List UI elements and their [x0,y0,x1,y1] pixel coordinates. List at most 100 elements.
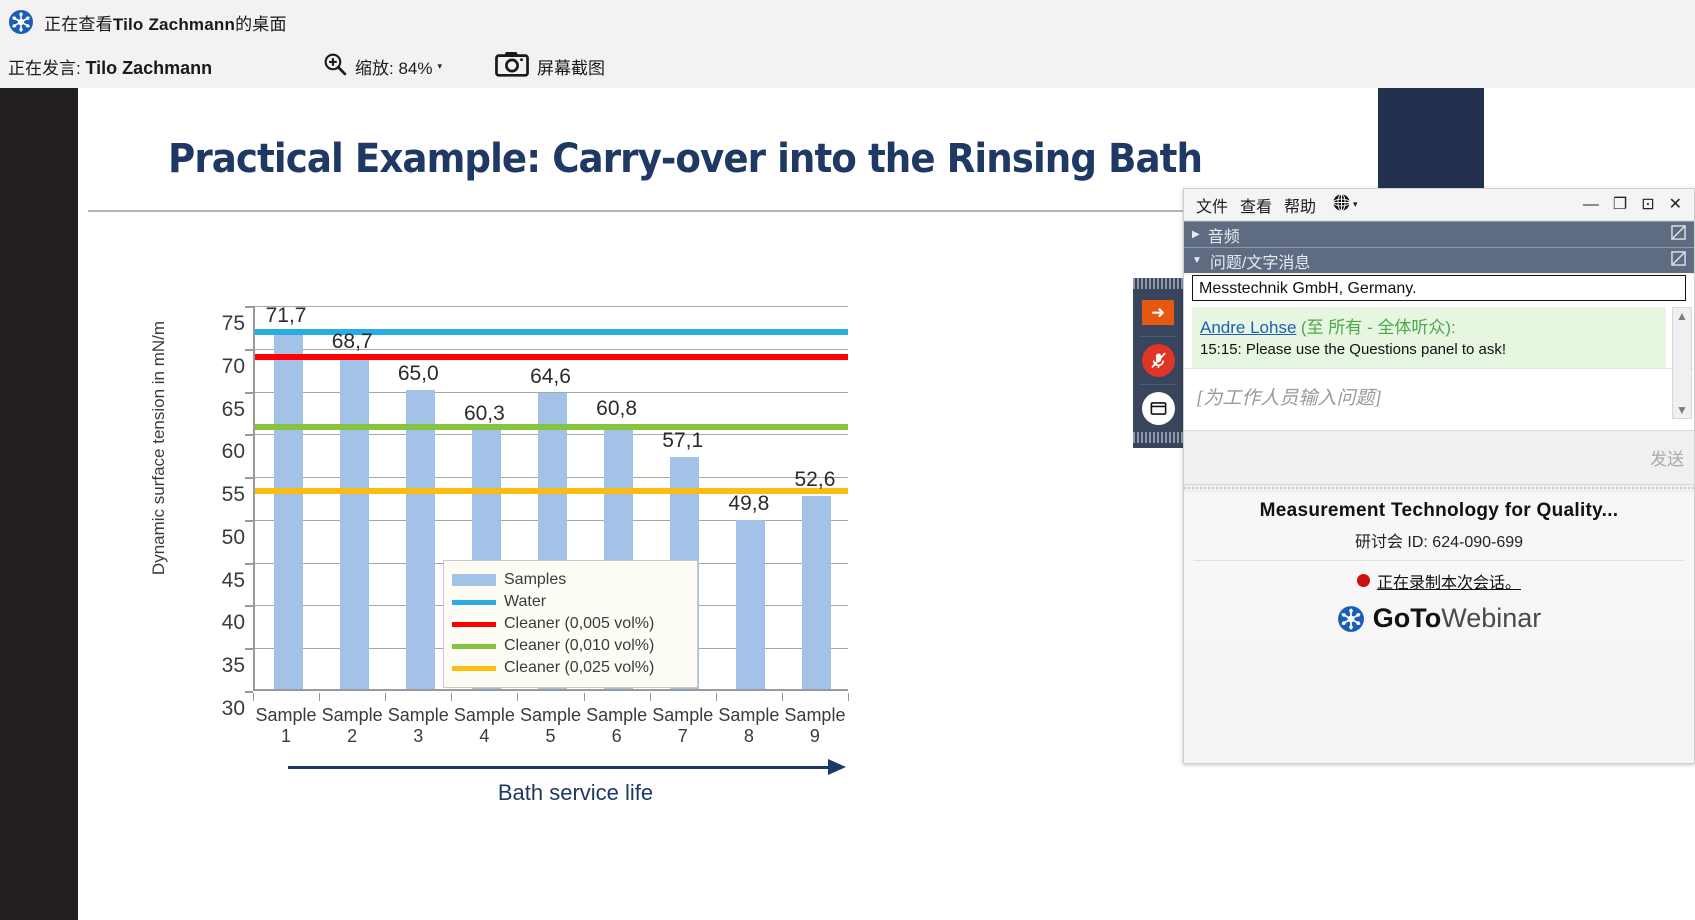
dock-button-panel[interactable] [1133,385,1183,432]
dock-button-microphone[interactable] [1133,337,1183,384]
dock-divider [1139,384,1177,385]
bar [339,357,369,689]
x-tick-label-line: 7 [677,725,688,746]
screenshot-button[interactable]: 屏幕截图 [495,50,605,82]
gotowebinar-flake-icon [8,9,34,35]
chevron-down-icon: ▾ [437,60,443,71]
legend-swatch [452,621,496,627]
x-tick-label-line: Sample [519,705,582,725]
gotowebinar-flake-icon [1337,605,1364,633]
x-tick-label-line: 3 [413,725,424,746]
message-sender[interactable]: Andre Lohse [1200,318,1297,337]
y-tick-label: 50 [221,525,245,549]
x-tick-mark [848,693,849,701]
y-tick-mark [245,562,253,565]
section-questions-label: 问题/文字消息 [1209,254,1311,272]
slide-title: Practical Example: Carry-over into the R… [168,136,1203,182]
section-audio[interactable]: ▶ 音频 [1184,221,1694,247]
bar-value-label: 60,3 [463,401,505,425]
send-button[interactable]: 发送 [1650,449,1684,469]
brand-webinar: Webinar [1441,602,1542,633]
x-tick-mark [253,693,254,701]
y-tick-label: 60 [221,440,245,464]
y-axis-title: Dynamic surface tension in mN/m [149,320,168,576]
gridline [255,306,848,307]
chevron-right-icon: ▶ [1192,229,1200,240]
language-selector[interactable]: ▾ [1332,193,1358,217]
x-tick-label-line: 2 [347,725,358,746]
y-tick-mark [245,648,253,651]
x-tick-label-line: Sample [387,705,449,725]
bar-value-label: 60,8 [596,397,638,421]
dock-button-expand[interactable]: ➜ [1133,289,1183,336]
dock-grip-bottom[interactable] [1133,432,1183,443]
close-button[interactable]: ✕ [1668,195,1682,213]
mic-muted-icon [1141,344,1175,377]
legend-label: Water [504,593,547,610]
x-tick-label-line: 8 [743,725,754,746]
arrow-head-icon [828,759,846,775]
zoom-in-icon [322,51,347,81]
x-tick-label: Sample 6 [586,705,647,746]
question-input-placeholder: [为工作人员输入问题] [1196,387,1382,409]
dock-divider [1139,336,1177,337]
x-tick-label-line: Sample [255,705,317,725]
restore-button[interactable]: ⊡ [1641,195,1655,213]
zoom-control[interactable]: 缩放: 84% ▾ [322,51,442,81]
y-tick-label: 65 [221,397,245,421]
questions-body: Messtechnik GmbH, Germany. Andre Lohse (… [1184,275,1694,492]
messages-area: Messtechnik GmbH, Germany. Andre Lohse (… [1184,275,1694,419]
current-speaker: 正在发言: Tilo Zachmann [8,54,212,79]
legend-item: Water [452,591,687,613]
gotowebinar-control-panel: 文件 查看 帮助 ▾ — ❐ ⊡ ✕ [1183,188,1695,764]
x-tick-mark [319,693,321,701]
y-tick-mark [245,519,253,522]
x-tick-label: Sample 1 [256,705,317,746]
bar-value-label: 65,0 [397,361,439,385]
maximize-button[interactable]: ❐ [1612,195,1628,213]
bar-value-label: 68,7 [331,329,373,353]
gotowebinar-brand: GoToWebinar [1194,593,1684,634]
webinar-id: 研讨会 ID: 624-090-699 [1354,533,1524,551]
panel-resize-grip[interactable] [1184,483,1694,492]
previous-message-line: Messtechnik GmbH, Germany. [1192,275,1686,301]
x-tick-label-line: Sample [321,705,383,725]
y-tick-label: 70 [221,354,245,378]
legend-item: Cleaner (0,005 vol%) [452,613,687,635]
bar-value-label: 57,1 [662,429,704,453]
globe-icon [1332,193,1351,217]
y-axis-tick-labels: 30 35 40 45 50 55 60 65 70 75 [183,306,245,720]
window-buttons: — ❐ ⊡ ✕ [1582,195,1688,213]
popout-icon[interactable] [1671,225,1686,244]
menu-help[interactable]: 帮助 [1284,198,1317,216]
section-questions[interactable]: ▼ 问题/文字消息 [1184,247,1694,273]
brand-goto: GoTo [1372,602,1442,633]
x-tick-label-line: Sample [453,705,515,725]
recording-status: 正在录制本次会话。 [1194,559,1684,593]
popout-icon[interactable] [1671,251,1686,270]
viewing-desktop-title: 正在查看Tilo Zachmann的桌面 [44,10,287,35]
chevron-down-icon: ▼ [1192,255,1202,266]
y-tick-mark [245,605,253,608]
recording-status-text: 正在录制本次会话。 [1376,574,1521,592]
webinar-footer: Measurement Technology for Quality... 研讨… [1184,491,1694,640]
legend-swatch [452,574,496,586]
bar [802,495,832,689]
minimize-button[interactable]: — [1582,195,1599,213]
x-axis-tick-labels: Sample 1 Sample 2 Sample 3 Sample 4 Sample 5 Sampl… [253,693,849,753]
bar [736,519,766,689]
legend-swatch [452,665,496,671]
y-tick-label: 35 [221,654,245,678]
menu-file[interactable]: 文件 [1196,198,1229,216]
legend-swatch [452,599,496,605]
menu-view[interactable]: 查看 [1240,198,1273,216]
x-tick-label: Sample 8 [718,705,779,746]
questions-scrollbar[interactable]: ▲ ▼ [1672,307,1692,419]
scroll-up-icon[interactable]: ▲ [1676,309,1688,323]
question-compose-area[interactable]: [为工作人员输入问题] [1184,367,1694,430]
x-tick-mark [649,693,651,701]
gotowebinar-wordmark: GoToWebinar [1373,603,1542,634]
dock-grip-top[interactable] [1133,278,1183,289]
reference-line [255,328,848,335]
scroll-down-icon[interactable]: ▼ [1676,403,1688,417]
